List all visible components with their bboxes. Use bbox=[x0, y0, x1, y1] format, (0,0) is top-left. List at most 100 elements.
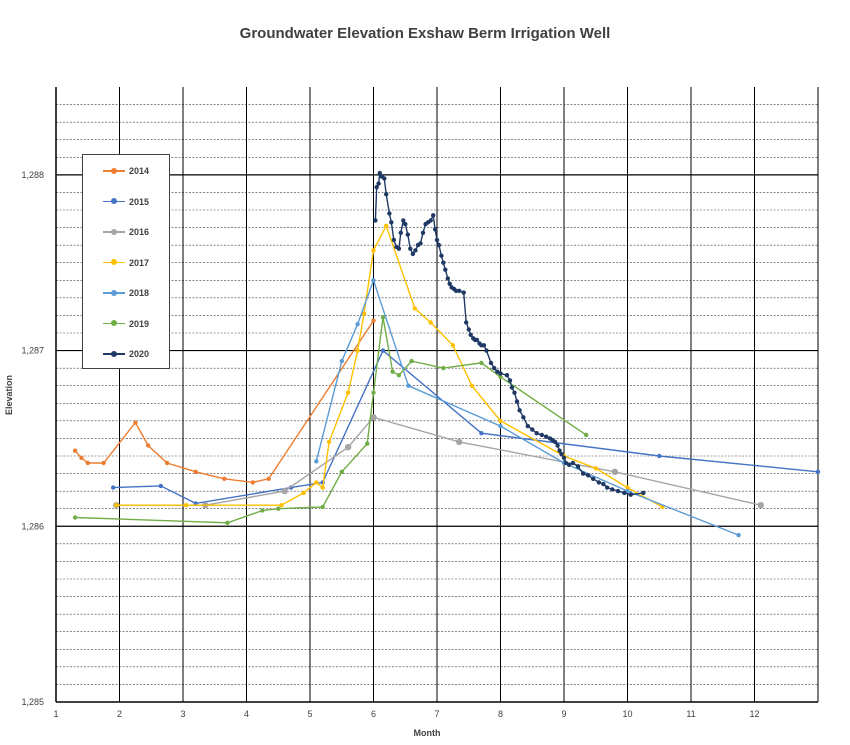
legend-marker bbox=[111, 350, 117, 357]
data-point bbox=[625, 485, 630, 490]
data-point bbox=[461, 290, 466, 295]
series-line-2018 bbox=[315, 278, 739, 536]
data-point bbox=[443, 267, 448, 272]
data-point bbox=[605, 485, 610, 490]
data-point bbox=[585, 473, 591, 478]
data-point bbox=[193, 501, 198, 506]
data-point bbox=[281, 487, 288, 495]
legend-marker bbox=[111, 198, 117, 204]
data-point bbox=[301, 490, 306, 496]
data-point bbox=[575, 464, 581, 469]
legend-label: 2018 bbox=[129, 288, 150, 298]
data-point bbox=[492, 365, 497, 371]
data-point bbox=[530, 427, 535, 432]
legend-item-2016: 2016 bbox=[83, 225, 169, 239]
data-point bbox=[552, 439, 558, 445]
data-point bbox=[380, 315, 386, 320]
data-point bbox=[184, 503, 189, 508]
x-tick-label: 11 bbox=[686, 709, 695, 719]
data-point bbox=[445, 276, 450, 281]
data-point bbox=[382, 176, 387, 181]
data-point bbox=[371, 318, 376, 323]
legend: 2014 2015 2016 2017 2018 2019 2020 bbox=[82, 154, 170, 369]
data-point bbox=[436, 242, 442, 248]
legend-item-2018: 2018 bbox=[83, 286, 169, 300]
data-point bbox=[469, 383, 475, 388]
data-point bbox=[498, 371, 503, 376]
data-point bbox=[474, 337, 480, 343]
data-point bbox=[222, 476, 227, 481]
data-point bbox=[373, 218, 378, 223]
data-point bbox=[428, 320, 433, 325]
data-point bbox=[757, 502, 764, 509]
x-tick-label: 6 bbox=[371, 709, 376, 719]
data-point bbox=[339, 469, 344, 474]
data-point bbox=[555, 443, 560, 448]
data-point bbox=[456, 438, 463, 446]
data-point bbox=[580, 471, 586, 476]
data-point bbox=[412, 306, 417, 311]
data-point bbox=[509, 385, 515, 390]
data-point bbox=[279, 503, 284, 508]
data-point bbox=[365, 441, 370, 446]
data-point bbox=[479, 431, 484, 436]
data-point bbox=[596, 480, 602, 485]
x-tick-label: 2 bbox=[117, 709, 122, 719]
data-point bbox=[374, 185, 379, 190]
data-point bbox=[561, 455, 567, 460]
series-2018 bbox=[314, 278, 741, 538]
data-point bbox=[101, 460, 106, 466]
legend-item-2017: 2017 bbox=[83, 256, 169, 270]
data-point bbox=[498, 374, 503, 380]
data-point bbox=[428, 218, 433, 223]
data-point bbox=[512, 390, 517, 395]
data-point bbox=[457, 288, 462, 293]
x-tick-label: 10 bbox=[622, 709, 632, 719]
data-point bbox=[384, 223, 389, 228]
x-axis-title: Month bbox=[414, 728, 441, 738]
series-line-2019 bbox=[75, 317, 587, 524]
series-layer bbox=[72, 170, 821, 538]
data-point bbox=[611, 468, 618, 475]
series-2019 bbox=[72, 315, 589, 525]
legend-label: 2017 bbox=[129, 257, 150, 268]
data-point bbox=[498, 423, 503, 429]
legend-item-2019: 2019 bbox=[83, 317, 169, 331]
data-point bbox=[628, 492, 633, 497]
data-point bbox=[481, 343, 487, 348]
series-line-2016 bbox=[116, 416, 761, 506]
data-point bbox=[72, 515, 78, 520]
x-tick-label: 5 bbox=[307, 709, 312, 719]
data-point bbox=[145, 443, 151, 448]
data-point bbox=[615, 488, 621, 494]
data-point bbox=[464, 320, 469, 325]
data-point bbox=[591, 476, 596, 481]
data-point bbox=[314, 480, 319, 485]
data-point bbox=[507, 378, 513, 383]
data-point bbox=[111, 485, 116, 490]
data-point bbox=[488, 360, 494, 366]
data-point bbox=[114, 503, 119, 508]
data-point bbox=[544, 434, 549, 439]
data-point bbox=[344, 444, 352, 451]
data-point bbox=[266, 476, 271, 481]
data-point bbox=[406, 383, 411, 388]
series-2017 bbox=[114, 223, 665, 510]
data-point bbox=[355, 322, 360, 327]
data-point bbox=[371, 248, 376, 253]
legend-label: 2014 bbox=[129, 166, 150, 176]
data-point bbox=[498, 418, 503, 424]
legend-marker bbox=[111, 228, 117, 235]
legend-marker bbox=[111, 259, 117, 265]
x-tick-label: 1 bbox=[53, 709, 58, 719]
data-point bbox=[420, 230, 426, 235]
data-point bbox=[466, 327, 471, 332]
data-point bbox=[570, 460, 576, 466]
data-point bbox=[413, 248, 418, 253]
legend-label: 2016 bbox=[129, 227, 150, 237]
data-point bbox=[250, 480, 255, 485]
data-point bbox=[79, 455, 84, 460]
x-tick-label: 8 bbox=[498, 709, 503, 719]
data-point bbox=[361, 311, 367, 316]
data-point bbox=[377, 170, 382, 176]
